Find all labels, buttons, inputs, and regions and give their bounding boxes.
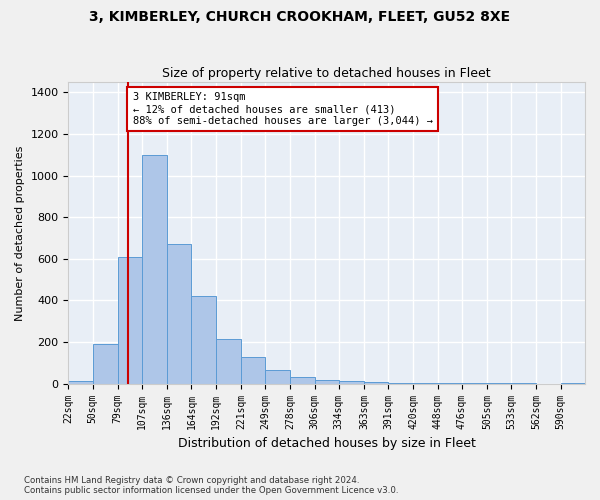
Bar bbox=[216, 339, 241, 384]
Bar bbox=[339, 380, 364, 384]
Bar bbox=[167, 244, 191, 384]
Title: Size of property relative to detached houses in Fleet: Size of property relative to detached ho… bbox=[163, 66, 491, 80]
Bar bbox=[388, 382, 413, 384]
Bar bbox=[413, 382, 437, 384]
Bar bbox=[314, 380, 339, 384]
Bar bbox=[142, 155, 167, 384]
Bar bbox=[265, 370, 290, 384]
Bar bbox=[191, 296, 216, 384]
X-axis label: Distribution of detached houses by size in Fleet: Distribution of detached houses by size … bbox=[178, 437, 476, 450]
Bar bbox=[241, 356, 265, 384]
Bar bbox=[92, 344, 118, 384]
Bar bbox=[68, 380, 92, 384]
Text: 3, KIMBERLEY, CHURCH CROOKHAM, FLEET, GU52 8XE: 3, KIMBERLEY, CHURCH CROOKHAM, FLEET, GU… bbox=[89, 10, 511, 24]
Bar bbox=[290, 378, 314, 384]
Bar bbox=[437, 383, 462, 384]
Y-axis label: Number of detached properties: Number of detached properties bbox=[15, 145, 25, 320]
Bar bbox=[561, 383, 585, 384]
Text: Contains HM Land Registry data © Crown copyright and database right 2024.
Contai: Contains HM Land Registry data © Crown c… bbox=[24, 476, 398, 495]
Text: 3 KIMBERLEY: 91sqm
← 12% of detached houses are smaller (413)
88% of semi-detach: 3 KIMBERLEY: 91sqm ← 12% of detached hou… bbox=[133, 92, 433, 126]
Bar bbox=[364, 382, 388, 384]
Bar bbox=[118, 257, 142, 384]
